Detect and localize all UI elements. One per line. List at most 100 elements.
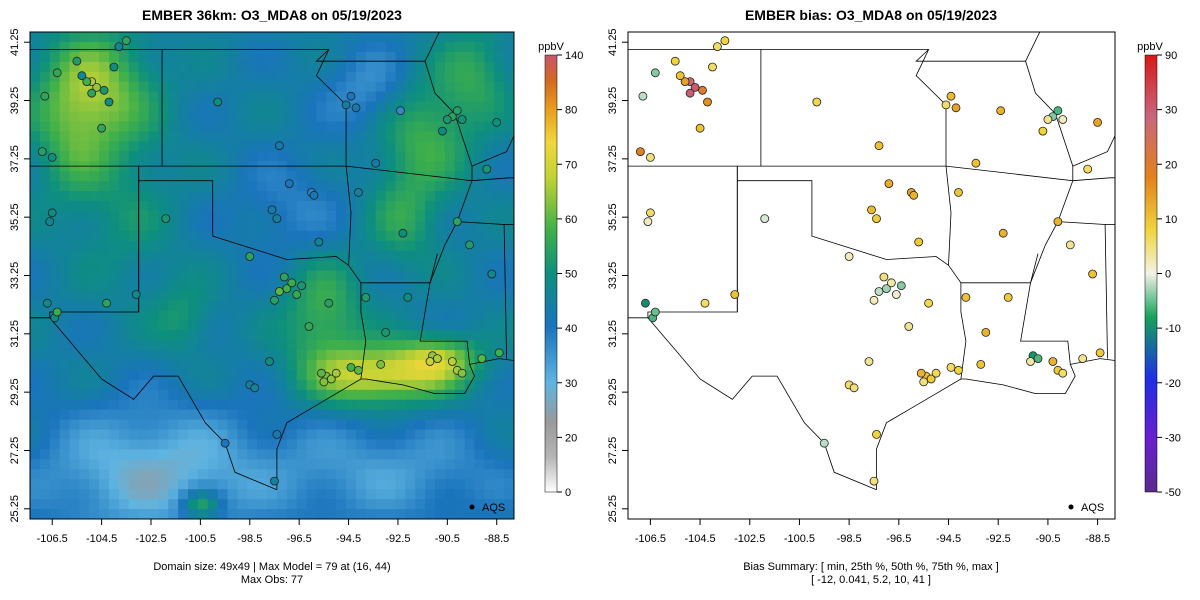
- grid-cell: [217, 489, 229, 500]
- grid-cell: [30, 350, 41, 361]
- grid-cell: [326, 290, 337, 301]
- grid-cell: [118, 181, 130, 192]
- grid-cell: [30, 32, 41, 43]
- grid-cell: [79, 340, 90, 351]
- grid-cell: [168, 250, 179, 262]
- grid-cell: [276, 419, 288, 431]
- grid-cell: [59, 320, 71, 331]
- grid-cell: [276, 489, 288, 500]
- grid-cell: [118, 230, 130, 242]
- grid-cell: [207, 449, 219, 460]
- grid-cell: [138, 121, 150, 132]
- grid-cell: [336, 389, 347, 401]
- grid-cell: [346, 111, 357, 123]
- grid-cell: [365, 121, 377, 132]
- grid-cell: [168, 379, 179, 391]
- grid-cell: [494, 429, 505, 441]
- grid-cell: [385, 240, 397, 252]
- grid-cell: [197, 210, 209, 222]
- grid-cell: [306, 419, 318, 431]
- grid-cell: [306, 81, 318, 93]
- grid-cell: [444, 379, 456, 391]
- grid-cell: [257, 210, 268, 222]
- grid-cell: [316, 330, 327, 341]
- grid-cell: [355, 71, 367, 83]
- grid-cell: [39, 121, 51, 132]
- grid-cell: [504, 280, 514, 292]
- grid-cell: [296, 469, 308, 480]
- station-marker: [351, 103, 361, 113]
- grid-cell: [326, 439, 337, 451]
- grid-cell: [89, 91, 100, 103]
- grid-cell: [474, 479, 485, 490]
- grid-cell: [30, 171, 41, 182]
- grid-cell: [365, 290, 377, 301]
- grid-cell: [405, 300, 416, 311]
- grid-cell: [434, 141, 446, 152]
- grid-cell: [99, 409, 110, 421]
- grid-cell: [197, 101, 209, 113]
- grid-cell: [148, 310, 160, 321]
- grid-cell: [346, 369, 357, 381]
- grid-cell: [168, 240, 179, 252]
- grid-cell: [118, 340, 130, 351]
- grid-cell: [484, 151, 495, 162]
- grid-cell: [504, 439, 514, 451]
- grid-cell: [257, 469, 268, 480]
- grid-cell: [296, 509, 308, 519]
- grid-cell: [415, 270, 426, 282]
- grid-cell: [247, 220, 258, 232]
- grid-cell: [286, 459, 298, 470]
- grid-cell: [474, 250, 485, 262]
- grid-cell: [247, 230, 258, 242]
- grid-cell: [434, 489, 446, 500]
- grid-cell: [326, 220, 337, 232]
- grid-cell: [267, 459, 278, 470]
- grid-cell: [168, 191, 179, 202]
- grid-cell: [217, 91, 229, 103]
- grid-cell: [39, 230, 51, 242]
- grid-cell: [326, 389, 337, 401]
- grid-cell: [30, 61, 41, 73]
- grid-cell: [197, 409, 209, 421]
- grid-cell: [237, 369, 248, 381]
- y-tick-label: 25.25: [9, 495, 21, 523]
- y-tick-label: 33.25: [9, 262, 21, 290]
- grid-cell: [207, 131, 219, 142]
- grid-cell: [99, 91, 110, 103]
- grid-cell: [138, 210, 150, 222]
- grid-cell: [494, 280, 505, 292]
- grid-cell: [148, 230, 160, 242]
- grid-cell: [247, 270, 258, 282]
- grid-cell: [504, 151, 514, 162]
- grid-cell: [99, 210, 110, 222]
- grid-cell: [494, 509, 505, 519]
- grid-cell: [326, 359, 337, 371]
- grid-cell: [267, 81, 278, 93]
- grid-cell: [415, 250, 426, 262]
- grid-cell: [464, 81, 476, 93]
- grid-cell: [39, 280, 51, 292]
- border-line: [471, 177, 514, 182]
- grid-cell: [178, 340, 189, 351]
- x-tick-label: -96.5: [287, 533, 312, 545]
- grid-cell: [99, 499, 110, 510]
- grid-cell: [207, 439, 219, 451]
- grid-cell: [257, 300, 268, 311]
- border-line: [647, 317, 877, 491]
- grid-cell: [474, 181, 485, 192]
- grid-cell: [355, 389, 367, 401]
- grid-cell: [207, 369, 219, 381]
- bias-marker: [981, 327, 991, 337]
- grid-cell: [168, 71, 179, 83]
- grid-cell: [276, 389, 288, 401]
- grid-cell: [494, 181, 505, 192]
- grid-cell: [257, 409, 268, 421]
- grid-cell: [267, 111, 278, 123]
- grid-cell: [59, 270, 71, 282]
- bias-marker: [730, 290, 740, 299]
- grid-cell: [464, 499, 476, 510]
- grid-cell: [365, 449, 377, 460]
- grid-cell: [474, 379, 485, 391]
- colorbar-tick-label: 90: [1165, 50, 1177, 62]
